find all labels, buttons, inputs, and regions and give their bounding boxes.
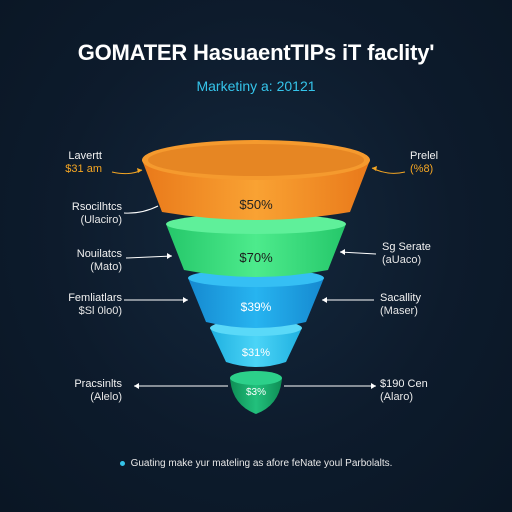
- left-label-3-name: Nouilatcs: [76, 248, 122, 260]
- right-label-4-sub: (Alaro): [380, 391, 414, 403]
- right-label-2-sub: (aUaco): [382, 254, 422, 266]
- footer-note: Guating make yur mateling as afore feNat…: [0, 458, 512, 469]
- right-label-3: Sacallity (Maser): [380, 292, 421, 318]
- left-label-3-sub: (Mato): [90, 261, 122, 273]
- right-label-1-name: Prelel: [410, 150, 439, 162]
- funnel-stage-5: [230, 371, 282, 414]
- funnel-stage-2: [166, 214, 346, 277]
- page-subtitle: Marketiny a: 20121: [196, 78, 316, 94]
- bullet-dot-icon: [119, 460, 125, 466]
- left-label-5-name: Pracsinlts: [74, 378, 122, 390]
- left-label-3: Nouilatcs (Mato): [77, 248, 122, 274]
- right-label-4: $190 Cen (Alaro): [380, 378, 428, 404]
- right-label-1-sub: (%8): [410, 163, 434, 175]
- funnel-stage-1: [142, 140, 370, 220]
- right-label-3-sub: (Maser): [380, 305, 418, 317]
- stage-5-value: $3%: [246, 387, 266, 398]
- right-label-2-name: Sg Serate: [382, 241, 431, 253]
- page-title: GOMATER HasuaentTIPs iT faclity': [77, 40, 435, 65]
- stage-4-value: $31%: [242, 347, 270, 359]
- right-label-1: Prelel (%8): [410, 150, 438, 176]
- stage-1-value: $50%: [239, 197, 273, 212]
- stage-2-value: $70%: [239, 250, 273, 265]
- left-label-2: Rsocilhtcs (Ulaciro): [72, 201, 122, 227]
- right-label-3-name: Sacallity: [380, 292, 421, 304]
- left-label-2-name: Rsocilhtcs: [71, 201, 122, 213]
- left-label-4: Femliatlars $Sl 0lo0): [68, 292, 122, 318]
- left-label-4-name: Femliatlars: [68, 292, 122, 304]
- footer-text: Guating make yur mateling as afore feNat…: [130, 458, 393, 469]
- stage-3-value: $39%: [241, 300, 272, 314]
- right-label-4-name: $190 Cen: [380, 378, 428, 390]
- left-label-1-sub: $31 am: [65, 163, 102, 175]
- funnel-stage-3: [188, 269, 324, 328]
- left-label-5: Pracsinlts (Alelo): [74, 378, 122, 404]
- right-label-2: Sg Serate (aUaco): [382, 241, 431, 267]
- connector-lines: [111, 166, 406, 389]
- left-label-1-name: Lavertt: [68, 150, 102, 162]
- left-label-5-sub: (Alelo): [90, 391, 122, 403]
- left-label-2-sub: (Ulaciro): [80, 214, 122, 226]
- left-label-1: Lavertt $31 am: [65, 150, 102, 176]
- left-label-4-sub: $Sl 0lo0): [78, 305, 122, 317]
